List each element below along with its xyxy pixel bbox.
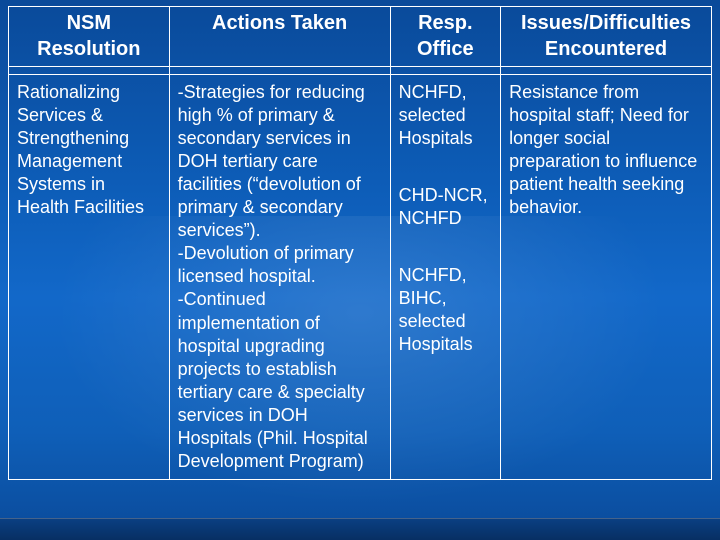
main-table: NSM Resolution Actions Taken Resp. Offic… [8,6,712,480]
cell-issues: Resistance from hospital staff; Need for… [501,75,712,480]
resp-office-block-2: CHD-NCR, NCHFD [399,184,492,230]
col-header-nsm: NSM Resolution [9,7,170,67]
resp-office-block-1: NCHFD, selected Hospitals [399,81,492,150]
resp-office-block-3: NCHFD, BIHC, selected Hospitals [399,264,492,356]
col-header-issues: Issues/Difficulties Encountered [501,7,712,67]
slide: NSM Resolution Actions Taken Resp. Offic… [0,0,720,540]
col-header-resp: Resp. Office [390,7,500,67]
cell-actions-taken: -Strategies for reducing high % of prima… [169,75,390,480]
footer-bar [0,518,720,540]
table-header: NSM Resolution Actions Taken Resp. Offic… [9,7,712,67]
table-header-row: NSM Resolution Actions Taken Resp. Offic… [9,7,712,67]
cell-nsm-resolution: Rationalizing Services & Strengthening M… [9,75,170,480]
col-header-actions: Actions Taken [169,7,390,67]
cell-resp-office: NCHFD, selected Hospitals CHD-NCR, NCHFD… [390,75,500,480]
table-row: Rationalizing Services & Strengthening M… [9,75,712,480]
spacer-row [9,67,712,75]
